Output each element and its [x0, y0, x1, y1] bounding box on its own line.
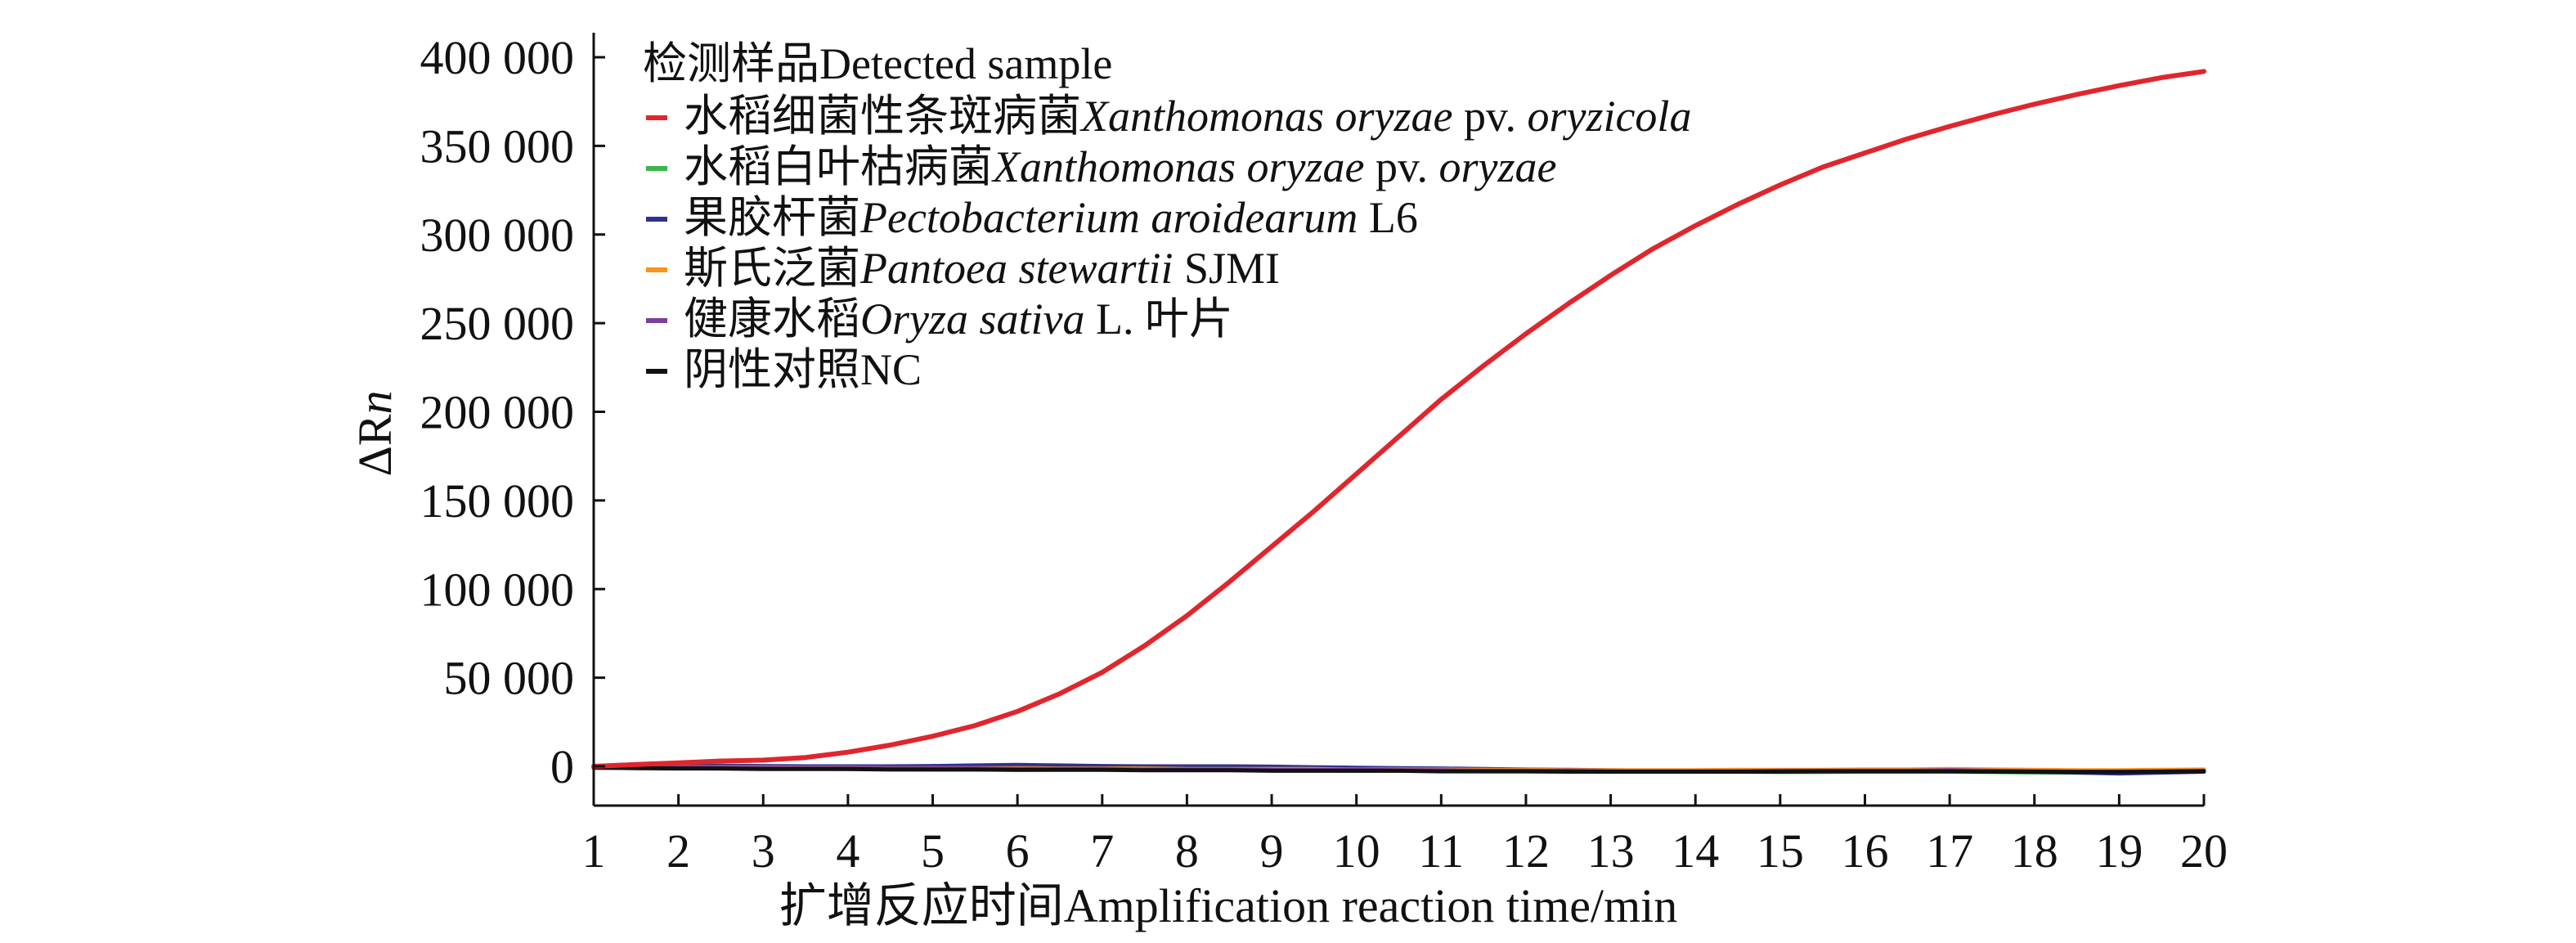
x-tick-label: 7: [1090, 824, 1114, 878]
legend-entry-label-part: Xanthomonas oryzae: [1079, 92, 1452, 141]
legend-title: 检测样品Detected sample: [643, 39, 1112, 88]
x-tick-label: 8: [1175, 824, 1199, 878]
y-axis-title-main: ΔR: [348, 414, 402, 476]
x-tick-label: 3: [752, 824, 775, 878]
x-tick-label: 18: [2011, 824, 2058, 878]
legend: 检测样品Detected sample 水稻细菌性条斑病菌Xanthomonas…: [643, 39, 1691, 394]
y-tick-label: 350 000: [420, 119, 575, 173]
legend-entry-label-part: 阴性对照NC: [684, 345, 922, 394]
y-tick-label: 0: [550, 740, 574, 793]
legend-entry-label: 水稻细菌性条斑病菌Xanthomonas oryzae pv. oryzicol…: [684, 92, 1691, 141]
x-tick-label: 19: [2095, 824, 2143, 878]
legend-entry-label: 阴性对照NC: [684, 345, 922, 394]
plot-lines: [591, 69, 2206, 776]
x-tick-label: 6: [1006, 824, 1030, 878]
x-tick-label: 10: [1333, 824, 1380, 878]
legend-entry-label-part: Xanthomonas oryzae: [991, 142, 1364, 191]
x-tick-label: 12: [1502, 824, 1550, 878]
y-axis-title: ΔRn: [348, 391, 402, 477]
x-tick-label: 1: [582, 824, 606, 878]
legend-entry-label-part: oryzicola: [1527, 92, 1691, 141]
x-tick-label: 14: [1672, 824, 1719, 878]
x-tick-label: 17: [1926, 824, 1973, 878]
x-tick-label: 13: [1587, 824, 1635, 878]
y-axis-title-italic: n: [348, 391, 402, 415]
x-tick-label: 4: [836, 824, 859, 878]
legend-entry-label-part: Oryza sativa: [860, 294, 1084, 344]
legend-entry-label-part: Pantoea stewartii: [859, 244, 1173, 293]
x-tick-label: 5: [921, 824, 945, 878]
legend-entry-label: 斯氏泛菌Pantoea stewartii SJMI: [684, 244, 1280, 293]
legend-entry-label: 水稻白叶枯病菌Xanthomonas oryzae pv. oryzae: [684, 142, 1556, 191]
legend-entry-label-part: pv.: [1452, 92, 1527, 141]
legend-entry-label-part: 水稻白叶枯病菌: [684, 142, 993, 191]
x-tick-label: 11: [1418, 824, 1464, 878]
y-tick-label: 200 000: [420, 386, 575, 439]
x-tick-label: 2: [666, 824, 690, 878]
x-tick-label: 16: [1841, 824, 1888, 878]
legend-entry-label-part: pv.: [1364, 142, 1438, 191]
legend-entry-label-part: L. 叶片: [1084, 294, 1233, 344]
series-line-5: [591, 766, 2206, 775]
x-axis-ticks: 1 2 3 4 5 6 7 8 9 10 11 12 13 14 15 16 17 18 19 20: [582, 794, 2228, 878]
legend-entry-label-part: Pectobacterium aroidearum: [859, 193, 1358, 242]
legend-entry-label: 果胶杆菌Pectobacterium aroidearum L6: [684, 193, 1418, 242]
x-tick-label: 15: [1757, 824, 1804, 878]
legend-entry-label-part: SJMI: [1173, 244, 1280, 293]
legend-entry-label-part: 健康水稻: [684, 294, 860, 344]
legend-entry-label-part: 水稻细菌性条斑病菌: [684, 92, 1081, 141]
legend-entry-label-part: 斯氏泛菌: [684, 244, 860, 293]
x-tick-label: 20: [2180, 824, 2228, 878]
legend-entry-label: 健康水稻Oryza sativa L. 叶片: [684, 294, 1233, 344]
x-axis-title: 扩增反应时间Amplification reaction time/min: [779, 879, 1678, 932]
y-tick-label: 400 000: [420, 31, 575, 84]
series-line-0: [591, 69, 2206, 769]
legend-entry-label-part: L6: [1358, 193, 1418, 242]
y-tick-label: 50 000: [444, 652, 575, 705]
legend-entry-label-part: oryzae: [1438, 142, 1556, 191]
x-tick-label: 9: [1260, 824, 1284, 878]
y-axis-ticks: 0 50 000 100 000 150 000 200 000 250 000 300 0…: [420, 31, 605, 793]
y-tick-label: 100 000: [420, 563, 575, 616]
legend-entry-label-part: 果胶杆菌: [684, 193, 860, 242]
y-tick-label: 250 000: [420, 297, 575, 350]
y-tick-label: 300 000: [420, 209, 575, 262]
y-tick-label: 150 000: [420, 474, 575, 528]
